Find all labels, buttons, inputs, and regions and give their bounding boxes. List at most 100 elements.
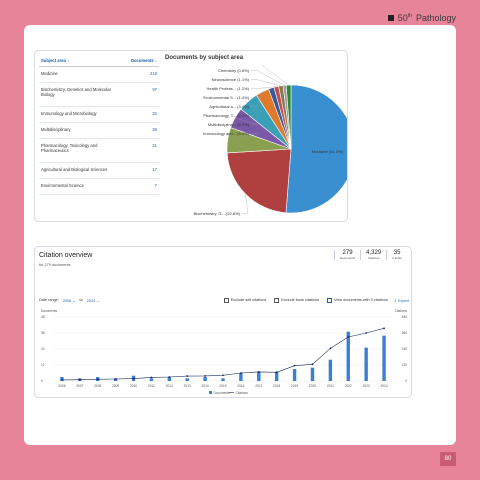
table-row[interactable]: Environmental Science 7 (39, 179, 159, 195)
stat-item: 4,329 Citations (360, 250, 386, 260)
subject-column-header[interactable]: Subject area ↓ (41, 58, 70, 63)
pie-label: Chemistry (0.8%) (218, 68, 250, 73)
stat-value: 4,329 (366, 250, 382, 256)
documents-bar[interactable] (292, 369, 297, 381)
table-header: Subject area ↓ Documents ↓ (39, 55, 159, 67)
citations-point[interactable] (114, 378, 117, 380)
pie-leader-line (251, 61, 289, 86)
checkbox-icon[interactable] (274, 297, 280, 303)
citations-point[interactable] (239, 372, 242, 374)
citations-point[interactable] (329, 347, 332, 350)
citations-point[interactable] (168, 376, 171, 378)
citations-point[interactable] (311, 363, 314, 366)
subject-name: Agricultural and Biological Sciences (41, 167, 108, 172)
citations-point[interactable] (78, 378, 81, 381)
x-tick-label: 2008 (94, 384, 101, 388)
zero-citations-toggle[interactable]: View documents with 0 citations (327, 297, 388, 303)
stat-value: 35 (393, 250, 401, 256)
y-tick-left: 24 (41, 347, 45, 351)
y-tick-left: 12 (41, 363, 45, 367)
subject-name: Medicine (41, 71, 58, 76)
documents-bar[interactable] (382, 335, 386, 381)
documents-bar[interactable] (364, 347, 368, 381)
citations-point[interactable] (257, 371, 260, 373)
legend-documents: Documents (214, 391, 231, 395)
from-year-select[interactable]: 2006 ⌄ (62, 298, 76, 303)
y-tick-left: 48 (41, 315, 45, 319)
pie-label: Multidisciplina... (5.3%) (208, 122, 250, 127)
documents-bar[interactable] (257, 371, 261, 381)
x-tick-label: 2016 (237, 384, 244, 388)
exclude-book-citations[interactable]: Exclude book citations (274, 297, 319, 303)
x-tick-label: 2023 (363, 384, 370, 388)
citations-point[interactable] (365, 332, 368, 334)
documents-bar[interactable] (167, 377, 172, 381)
subject-table: Subject area ↓ Documents ↓ Medicine 218 Bi… (39, 55, 159, 195)
y-tick-right: 240 (402, 347, 408, 351)
checkbox-icon[interactable] (327, 297, 333, 303)
documents-bar[interactable] (60, 377, 64, 381)
documents-bar[interactable] (274, 371, 279, 381)
citations-point[interactable] (186, 375, 189, 377)
x-tick-label: 2011 (148, 384, 155, 388)
table-row[interactable]: Agricultural and Biological Sciences 17 (39, 163, 159, 179)
citations-point[interactable] (275, 371, 278, 374)
citation-title: Citation overview (39, 252, 93, 259)
exclude-self-citations[interactable]: Exclude self citations (223, 297, 266, 303)
header-text: Pathology (415, 13, 456, 23)
subject-count[interactable]: 32 (152, 111, 157, 116)
y-tick-right: 480 (402, 315, 408, 319)
documents-bar[interactable] (149, 378, 154, 381)
table-row[interactable]: Biochemistry, Genetics and Molecular Bio… (39, 83, 159, 107)
x-tick-label: 2019 (291, 384, 298, 388)
stat-label: Documents (339, 256, 356, 260)
x-tick-label: 2009 (112, 384, 119, 388)
pie-label: Pharmacology, T... (5.2%) (203, 113, 249, 118)
documents-bar[interactable] (328, 359, 333, 381)
pie-leader-line (251, 86, 277, 89)
stat-value: 279 (342, 250, 353, 256)
date-range-row: Date range: 2006 ⌄ to 2024 ⌄ Exclude sel… (39, 295, 409, 305)
pie-slice[interactable] (226, 148, 292, 214)
subject-count[interactable]: 21 (152, 143, 157, 148)
subject-count[interactable]: 218 (150, 71, 157, 76)
to-year-select[interactable]: 2024 ⌄ (86, 298, 100, 303)
table-row[interactable]: Pharmacology, Toxicology and Pharmaceuti… (39, 139, 159, 163)
stat-item: 279 Documents (333, 250, 360, 260)
subject-name: Pharmacology, Toxicology and Pharmaceuti… (41, 143, 98, 153)
citations-point[interactable] (347, 336, 350, 338)
citations-point[interactable] (96, 378, 99, 381)
documents-bar[interactable] (185, 378, 189, 381)
subject-count[interactable]: 97 (152, 87, 157, 92)
left-axis-title: Documents (41, 309, 58, 313)
table-row[interactable]: Medicine 218 (39, 67, 159, 83)
checkbox-icon[interactable] (223, 297, 229, 303)
x-tick-label: 2022 (345, 384, 352, 388)
citations-point[interactable] (204, 375, 207, 377)
right-axis-title: Citations (395, 309, 408, 313)
pie-title: Documents by subject area (165, 55, 244, 61)
citations-point[interactable] (150, 376, 153, 379)
documents-bar[interactable] (239, 373, 243, 381)
documents-bar[interactable] (346, 331, 350, 381)
citations-point[interactable] (293, 364, 296, 367)
subject-count[interactable]: 7 (154, 183, 157, 188)
subject-count[interactable]: 26 (152, 127, 157, 132)
x-tick-label: 2010 (130, 384, 137, 388)
table-row[interactable]: Multidisciplinary 26 (39, 123, 159, 139)
citations-point[interactable] (61, 379, 63, 381)
x-tick-label: 2013 (184, 384, 191, 388)
export-button[interactable]: ⇩ Export (393, 298, 409, 303)
documents-bar[interactable] (310, 367, 315, 381)
table-row[interactable]: Immunology and Microbiology 32 (39, 107, 159, 123)
documents-column-header[interactable]: Documents ↓ (130, 58, 157, 63)
citations-point[interactable] (222, 374, 224, 377)
citations-point[interactable] (383, 327, 385, 330)
documents-bar[interactable] (203, 377, 207, 381)
subject-count[interactable]: 17 (152, 167, 157, 172)
pie-slice[interactable] (285, 84, 292, 150)
documents-bar[interactable] (221, 378, 225, 381)
x-tick-label: 2007 (76, 384, 83, 388)
citations-point[interactable] (132, 377, 135, 380)
stat-item: 35 h-index (386, 250, 407, 260)
